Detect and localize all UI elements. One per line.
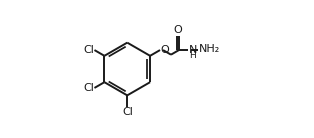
Text: Cl: Cl [122,107,133,117]
Text: N: N [189,45,197,55]
Text: Cl: Cl [83,45,94,55]
Text: H: H [189,51,196,60]
Text: O: O [160,45,169,55]
Text: O: O [174,25,182,34]
Text: Cl: Cl [83,83,94,93]
Text: NH₂: NH₂ [198,44,220,54]
